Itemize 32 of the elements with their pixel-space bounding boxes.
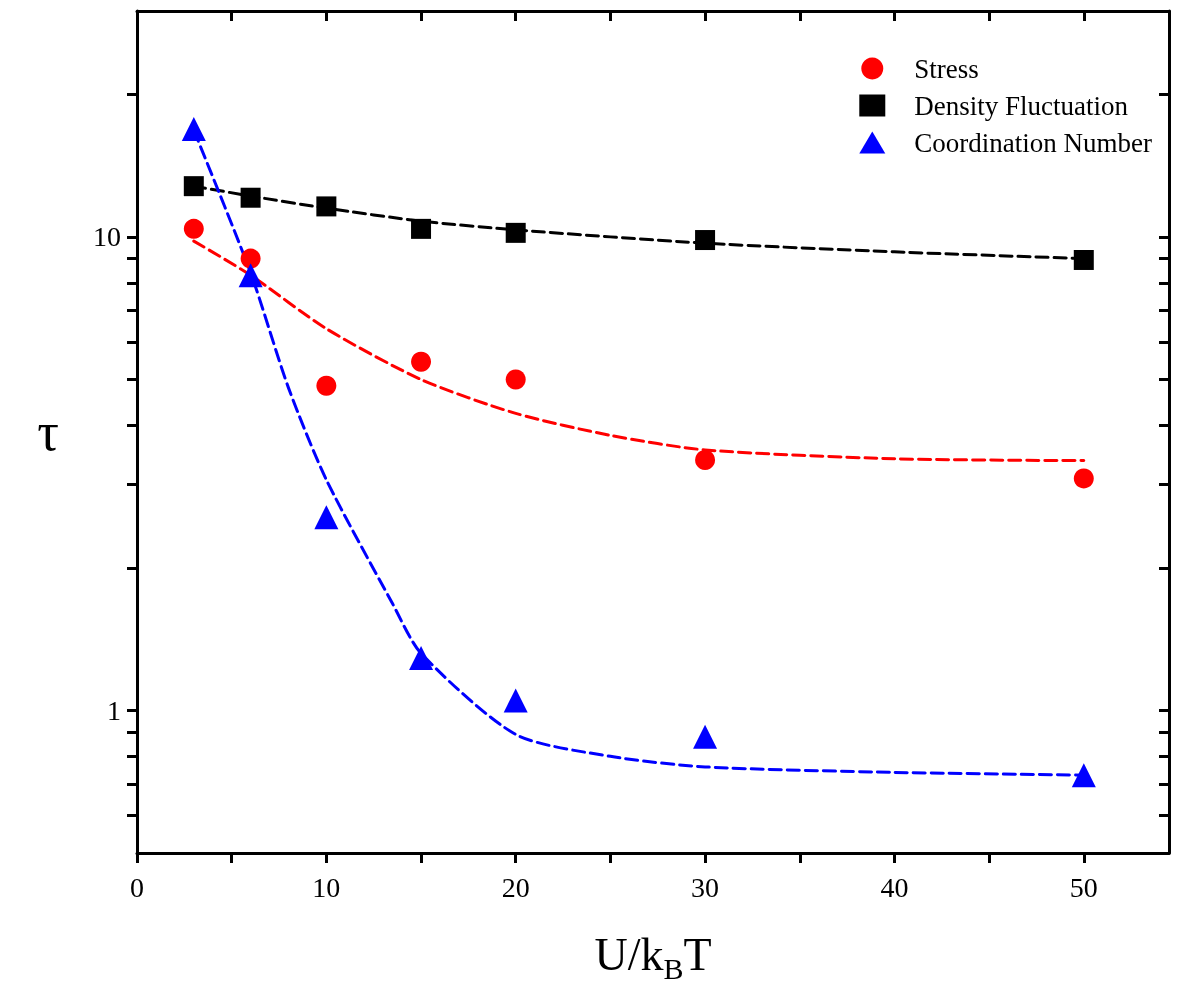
point [1073,468,1094,489]
legend-label: Density Fluctuation [914,90,1129,121]
point [240,187,261,208]
legend-label: Coordination Number [914,127,1153,158]
x-tick-label: 40 [880,871,909,903]
y-tick-label: 1 [107,694,121,726]
point [1071,763,1096,788]
point [316,375,337,396]
point [183,218,204,239]
point [411,351,432,372]
point [505,222,526,243]
point [238,263,263,288]
point [181,117,206,142]
point [693,724,718,749]
point [314,505,339,530]
point [183,176,204,197]
x-tick-label: 10 [312,871,341,903]
x-tick-label: 30 [691,871,720,903]
point [409,646,434,671]
point [240,248,261,269]
point [316,196,337,217]
point [695,230,716,251]
x-tick-label: 50 [1069,871,1098,903]
x-tick-label: 0 [130,871,144,903]
point [411,218,432,239]
x-tick-label: 20 [501,871,530,903]
point [695,450,716,470]
y-axis-title: τ [37,402,59,462]
point [503,688,528,713]
legend-label: Stress [914,53,979,84]
point [505,369,526,390]
point [1073,249,1094,270]
